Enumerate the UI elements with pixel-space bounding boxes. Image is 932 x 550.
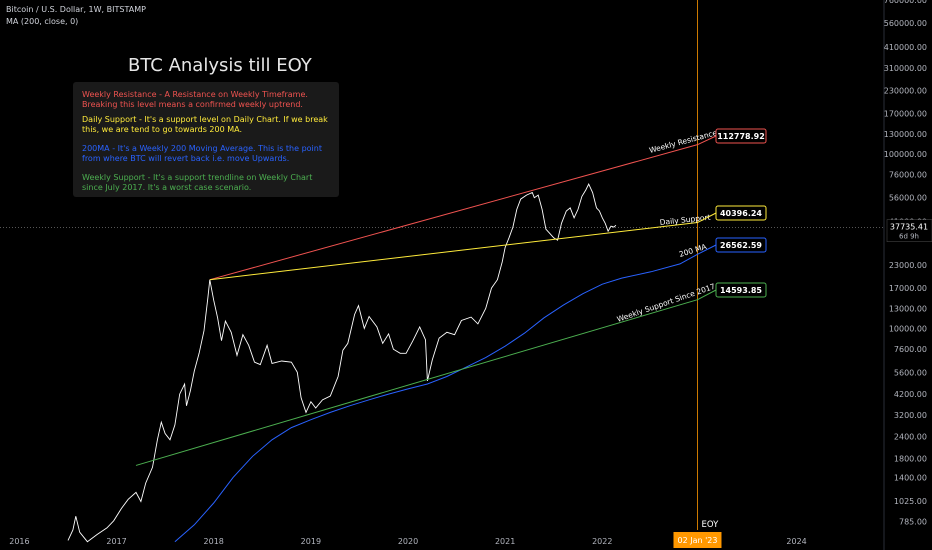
symbol-title: Bitcoin / U.S. Dollar, 1W, BITSTAMP [6,5,146,14]
x-tick-label: 2019 [301,537,321,546]
weekly-support-caption: Weekly Support Since 2017 [616,282,717,324]
y-tick-label: 1800.00 [894,454,927,463]
y-tick-label: 170000.00 [884,110,927,119]
y-tick-label: 560000.00 [884,19,927,28]
weekly-support-callout-box [715,282,767,298]
eoy-date-label: 02 Jan '23 [677,536,717,545]
y-tick-label: 1025.00 [894,497,927,506]
y-tick-label: 13000.00 [889,304,927,313]
y-tick-label: 785.00 [899,517,927,526]
x-tick-label: 2020 [398,537,418,546]
y-tick-label: 410000.00 [884,43,927,52]
x-tick-label: 2024 [786,537,806,546]
eoy-date-badge [673,532,722,548]
y-tick-label: 760000.00 [884,0,927,5]
current-price-countdown: 6d 9h [899,233,919,241]
y-tick-label: 5600.00 [894,368,927,377]
ma200-value-label: 26562.59 [720,241,762,250]
eoy-label: EOY [701,520,719,530]
current-price-badge [886,219,932,242]
y-tick-label: 100000.00 [884,150,927,159]
weekly-resistance-callout-connector [697,135,717,146]
y-tick-label: 230000.00 [884,87,927,96]
x-tick-label: 2016 [9,537,29,546]
weekly-resistance-trendline [209,144,698,281]
ma200-callout-connector [697,244,717,255]
y-tick-label: 56000.00 [889,194,927,203]
x-tick-label: 2021 [495,537,515,546]
y-tick-label: 4200.00 [894,390,927,399]
y-tick-label: 2400.00 [894,433,927,442]
weekly-support-value-label: 14593.85 [720,286,762,295]
y-tick-label: 76000.00 [889,171,927,180]
price-series-line [67,183,617,543]
legend-200ma: 200MA - It's a Weekly 200 Moving Average… [82,144,322,163]
y-tick-label: 1400.00 [894,473,927,482]
weekly-resistance-caption: Weekly Resistance [648,128,718,155]
y-tick-label: 130000.00 [884,130,927,139]
daily-support-callout-box [715,205,767,221]
x-tick-label: 2022 [592,537,612,546]
legend-weekly-resistance: Weekly Resistance - A Resistance on Week… [82,90,308,109]
legend-panel: Weekly Resistance - A Resistance on Week… [73,82,339,197]
daily-support-value-label: 40396.24 [720,209,762,218]
ma200-callout-box [715,237,767,253]
y-tick-label: 23000.00 [889,261,927,270]
y-tick-label: 7600.00 [894,345,927,354]
indicator-title: MA (200, close, 0) [6,17,79,26]
y-tick-label: 17000.00 [889,284,927,293]
y-tick-label: 3200.00 [894,411,927,420]
weekly-resistance-callout-box [715,128,767,144]
y-tick-label: 10000.00 [889,324,927,333]
ma200-series-line [174,253,698,543]
weekly-support-trendline [135,299,698,466]
weekly-support-callout-connector [697,289,717,301]
legend-weekly-support: Weekly Support - It's a support trendlin… [82,173,313,192]
daily-support-callout-connector [697,212,717,223]
y-tick-label: 310000.00 [884,64,927,73]
x-tick-label: 2018 [204,537,224,546]
legend-daily-support: Daily Support - It's a support level on … [82,115,328,134]
weekly-resistance-value-label: 112778.92 [717,132,765,141]
chart-title: BTC Analysis till EOY [128,55,312,76]
x-tick-label: 2017 [106,537,126,546]
daily-support-trendline [209,222,698,281]
current-price-label: 37735.41 [890,223,928,232]
